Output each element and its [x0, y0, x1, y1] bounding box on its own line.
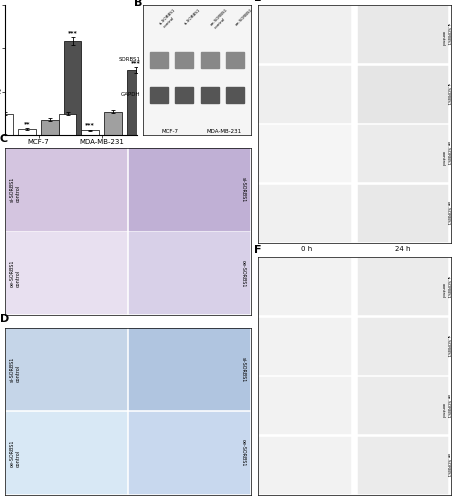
- Bar: [129, 412, 249, 494]
- Bar: [358, 6, 447, 64]
- Text: oe-SORBS1: oe-SORBS1: [241, 260, 246, 287]
- Text: MCF-7: MCF-7: [161, 129, 178, 134]
- Text: ***: ***: [85, 122, 95, 128]
- Text: GAPDH: GAPDH: [121, 92, 141, 98]
- Text: si-SORBS1
control: si-SORBS1 control: [159, 8, 180, 29]
- Bar: [358, 125, 447, 182]
- Bar: [64, 41, 81, 136]
- Bar: [201, 87, 218, 102]
- Bar: [257, 258, 350, 316]
- Bar: [257, 378, 350, 434]
- Bar: [257, 436, 350, 494]
- Bar: [358, 66, 447, 122]
- Bar: [226, 52, 243, 68]
- Text: si-SORBS1: si-SORBS1: [241, 177, 246, 202]
- Bar: [104, 112, 121, 136]
- Text: si-SORBS1
control: si-SORBS1 control: [440, 276, 449, 298]
- Text: oe-SORBS1
control: oe-SORBS1 control: [10, 440, 20, 467]
- Text: oe-SORBS1: oe-SORBS1: [234, 8, 253, 27]
- Text: si-SORBS1: si-SORBS1: [445, 335, 449, 357]
- Bar: [129, 232, 249, 314]
- Bar: [358, 258, 447, 316]
- Text: F: F: [253, 245, 261, 255]
- Text: MDA-MB-231: MDA-MB-231: [206, 129, 241, 134]
- Text: D: D: [0, 314, 9, 324]
- Bar: [150, 87, 167, 102]
- Text: C: C: [0, 134, 8, 144]
- Bar: [257, 125, 350, 182]
- Bar: [226, 87, 243, 102]
- Bar: [18, 129, 36, 136]
- Bar: [150, 52, 167, 68]
- Text: oe-SORBS1
control: oe-SORBS1 control: [440, 142, 449, 166]
- Text: ***: ***: [68, 30, 77, 35]
- Text: si-SORBS1
control: si-SORBS1 control: [440, 24, 449, 46]
- Bar: [175, 52, 192, 68]
- Bar: [257, 6, 350, 64]
- Text: SORBS1: SORBS1: [118, 57, 141, 62]
- Text: B: B: [134, 0, 142, 8]
- Text: ***: ***: [131, 60, 140, 64]
- Text: 24 h: 24 h: [394, 246, 410, 252]
- Text: oe-SORBS1
control: oe-SORBS1 control: [10, 260, 20, 287]
- Text: si-SORBS1
control: si-SORBS1 control: [10, 177, 20, 202]
- Bar: [81, 130, 99, 136]
- Bar: [129, 148, 249, 230]
- Bar: [257, 66, 350, 122]
- Text: si-SORBS1: si-SORBS1: [445, 83, 449, 106]
- Text: oe-SORBS1
control: oe-SORBS1 control: [440, 394, 449, 418]
- Text: oe-SORBS1: oe-SORBS1: [445, 201, 449, 226]
- Bar: [358, 378, 447, 434]
- Bar: [59, 114, 76, 136]
- Bar: [358, 184, 447, 242]
- Bar: [0, 114, 13, 136]
- Text: **: **: [24, 121, 30, 126]
- Bar: [129, 328, 249, 410]
- Text: si-SORBS1: si-SORBS1: [184, 8, 202, 26]
- Text: oe-SORBS1: oe-SORBS1: [445, 453, 449, 477]
- Text: oe-SORBS1: oe-SORBS1: [241, 440, 246, 467]
- Bar: [6, 328, 126, 410]
- Bar: [6, 412, 126, 494]
- Bar: [201, 52, 218, 68]
- Bar: [257, 184, 350, 242]
- Bar: [257, 318, 350, 375]
- Bar: [358, 436, 447, 494]
- Bar: [358, 318, 447, 375]
- Text: oe-SORBS1
control: oe-SORBS1 control: [209, 8, 232, 30]
- Bar: [126, 70, 144, 136]
- Text: si-SORBS1: si-SORBS1: [241, 356, 246, 382]
- Bar: [6, 148, 126, 230]
- Text: 0 h: 0 h: [300, 246, 311, 252]
- Bar: [41, 120, 59, 136]
- Text: E: E: [253, 0, 261, 3]
- Bar: [6, 232, 126, 314]
- Text: si-SORBS1
control: si-SORBS1 control: [10, 356, 20, 382]
- Bar: [175, 87, 192, 102]
